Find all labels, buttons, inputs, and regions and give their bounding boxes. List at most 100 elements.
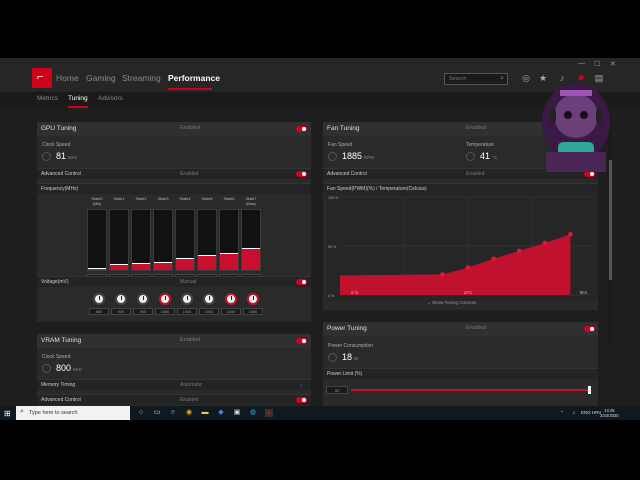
gpu-state-track[interactable] [153, 209, 173, 271]
gpu-state-fill[interactable] [220, 253, 238, 270]
voltage-value-input[interactable]: 1000 [177, 308, 197, 315]
knob-dial-icon[interactable] [137, 293, 149, 305]
tray-volume-icon[interactable]: ♫ [572, 410, 576, 415]
radeon-taskbar-icon[interactable]: ▲ [265, 409, 273, 417]
fan-curve-point[interactable] [542, 240, 548, 246]
gpu-voltage-mode: Manual [180, 279, 197, 285]
vram-tuning-toggle[interactable] [296, 338, 307, 344]
subtab-tuning[interactable]: Tuning [68, 95, 88, 102]
voltage-value-input[interactable]: 1000 [155, 308, 175, 315]
power-consumption-label: Power Consumption [328, 343, 374, 349]
temperature-value: 41 °C [480, 151, 497, 161]
subtab-advisors[interactable]: Advisors [98, 95, 123, 102]
maximize-icon[interactable]: ☐ [594, 61, 601, 68]
power-limit-handle[interactable] [588, 386, 591, 394]
bell-icon[interactable]: ♪ [559, 73, 565, 83]
fan-curve-point[interactable] [491, 256, 496, 262]
star-icon[interactable]: ★ [538, 73, 548, 83]
voltage-value-input[interactable]: 900 [111, 308, 131, 315]
gpu-state-fill[interactable] [242, 248, 260, 270]
fan-curve-chart[interactable]: 100 % 50 % 0 % 0 °C 37°C 75°C [326, 191, 598, 301]
task-view-icon[interactable]: ▭ [153, 409, 161, 416]
file-explorer-icon[interactable]: ▬ [201, 409, 209, 416]
tray-language[interactable]: ENG [581, 410, 591, 415]
knob-dial-icon[interactable] [225, 293, 237, 305]
gpu-tuning-status: Enabled [180, 125, 201, 131]
power-tuning-toggle[interactable] [584, 326, 595, 332]
vram-tuning-status: Enabled [180, 337, 201, 343]
gpu-state-fill[interactable] [198, 255, 216, 270]
gpu-state-track[interactable] [197, 209, 217, 271]
gpu-state-track[interactable] [87, 209, 107, 271]
gpu-state-track[interactable] [241, 209, 261, 271]
menu-icon[interactable]: ▤ [594, 73, 604, 83]
vram-advanced-toggle[interactable] [296, 397, 307, 403]
fan-curve-point[interactable] [465, 265, 471, 270]
gpu-state-fill[interactable] [154, 261, 172, 270]
gpu-state-fill[interactable] [88, 268, 106, 270]
knob-dial-icon[interactable] [203, 293, 215, 305]
tab-streaming[interactable]: Streaming [122, 73, 161, 83]
temperature-gauge-icon [466, 152, 475, 161]
search-input[interactable]: Search ⌕ [444, 73, 508, 85]
x-tick-label: 0 °C [351, 291, 358, 295]
gear-icon[interactable]: ✹ [577, 73, 585, 83]
gpu-state-fill[interactable] [176, 258, 194, 270]
gpu-advanced-status: Enabled [180, 171, 199, 177]
chrome-icon[interactable]: ◉ [185, 409, 193, 416]
knob-dial-icon[interactable] [115, 293, 127, 305]
gpu-tuning-toggle[interactable] [296, 126, 307, 132]
gpu-state-fill[interactable] [132, 263, 150, 270]
gpu-state-track[interactable] [109, 209, 129, 271]
tray-keyboard-layout[interactable]: HRV [592, 410, 602, 415]
minimize-icon[interactable]: — [578, 60, 585, 67]
tab-performance[interactable]: Performance [168, 73, 220, 83]
store-icon[interactable]: ▣ [233, 409, 241, 416]
power-limit-input[interactable]: 50 [326, 386, 348, 394]
knob-dial-icon[interactable] [93, 293, 105, 305]
gpu-state-track[interactable] [131, 209, 151, 271]
voltage-value-input[interactable]: 1000 [243, 308, 263, 315]
taskbar-clock[interactable]: 13:45 3/24/2020 [600, 408, 619, 418]
gpu-state-fill[interactable] [110, 264, 128, 270]
taskbar-search-input[interactable]: ⌕ Type here to search [16, 406, 130, 420]
subtab-metrics[interactable]: Metrics [37, 95, 58, 102]
voltage-value-input[interactable]: 1000 [221, 308, 241, 315]
amd-logo[interactable]: ⌐ [32, 68, 52, 88]
steam-icon[interactable]: ◍ [249, 409, 257, 416]
tray-arrow-icon[interactable]: ⌃ [560, 410, 564, 415]
dropbox-icon[interactable]: ◆ [218, 409, 224, 416]
power-limit-track[interactable] [351, 386, 591, 394]
gpu-voltage-toggle[interactable] [296, 279, 307, 285]
memory-timing-value[interactable]: Automatic [180, 382, 203, 388]
windows-taskbar: ⊞ ⌕ Type here to search ○ ▭ e ◉ ▬ ◆ ▣ ◍ … [0, 406, 640, 420]
gpu-state-track[interactable] [219, 209, 239, 271]
fan-advanced-toggle[interactable] [584, 171, 595, 177]
fan-curve-point[interactable] [516, 248, 522, 254]
tab-gaming[interactable]: Gaming [86, 73, 116, 83]
knob-dial-icon[interactable] [247, 293, 259, 305]
globe-icon[interactable]: ◎ [522, 73, 530, 83]
windows-start-icon[interactable]: ⊞ [4, 409, 11, 418]
fan-curve-point[interactable] [440, 272, 445, 277]
show-tuning-controls-link[interactable]: ⌄ Show Tuning Controls [427, 300, 477, 305]
voltage-value-input[interactable]: 800 [89, 308, 109, 315]
gpu-advanced-toggle[interactable] [296, 171, 307, 177]
close-icon[interactable]: ✕ [610, 61, 616, 68]
tab-home[interactable]: Home [56, 73, 79, 83]
memory-timing-label[interactable]: Memory Timing [41, 382, 76, 388]
temperature-unit: °C [492, 155, 498, 160]
chevron-down-icon[interactable]: ⌄ [299, 382, 304, 388]
voltage-value-input[interactable]: 950 [133, 308, 153, 315]
cortana-icon[interactable]: ○ [138, 409, 144, 416]
fan-curve-point[interactable] [568, 231, 573, 237]
knob-dial-icon[interactable] [181, 293, 193, 305]
x-tick-label: 75°C [579, 291, 587, 295]
gpu-state-label: State3 [157, 197, 169, 201]
gpu-state-track[interactable] [175, 209, 195, 271]
fan-speed-gauge-icon [328, 152, 337, 161]
voltage-value-input[interactable]: 1000 [199, 308, 219, 315]
scrollbar-thumb[interactable] [609, 160, 612, 280]
edge-icon[interactable]: e [171, 409, 175, 416]
knob-dial-icon[interactable] [159, 293, 171, 305]
